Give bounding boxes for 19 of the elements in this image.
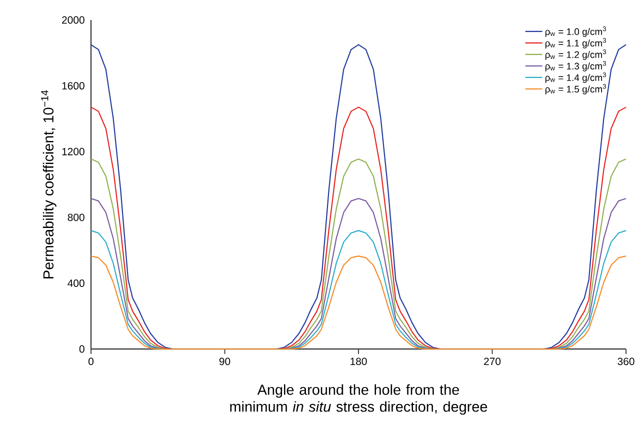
legend-label: ρ$_{w}$ = 1.5 g/cm$^{3}$ — [545, 84, 606, 94]
legend-label: ρ$_{w}$ = 1.4 g/cm$^{3}$ — [545, 72, 606, 83]
y-tick-label: 400 — [68, 280, 84, 287]
y-tick-label: 1200 — [62, 148, 84, 156]
x-tick-label: 180 — [350, 358, 367, 366]
y-tick-label: 1600 — [62, 82, 84, 90]
legend-label: ρ$_{w}$ = 1.3 g/cm$^{3}$ — [545, 60, 606, 72]
y-tick-label: 800 — [68, 214, 84, 222]
legend-label: ρ$_{w}$ = 1.1 g/cm$^{3}$ — [545, 38, 606, 48]
legend-label: ρ$_{w}$ = 1.2 g/cm$^{3}$ — [545, 49, 606, 60]
x-tick-label: 90 — [219, 358, 230, 366]
legend-label: ρ$_{w}$ = 1.0 g/cm$^{3}$ — [545, 26, 606, 37]
y-tick-label: 0 — [79, 345, 84, 353]
x-tick-label: 0 — [88, 358, 94, 366]
y-axis-title: Permeability coefficient, 10$^{−14}$ — [41, 90, 56, 278]
x-tick-label: 360 — [618, 358, 634, 366]
x-axis-title: Angle around the hole from the minimum in situ stress direction, degree — [230, 384, 488, 415]
x-tick-label: 270 — [484, 358, 501, 366]
y-tick-label: 2000 — [62, 16, 84, 24]
